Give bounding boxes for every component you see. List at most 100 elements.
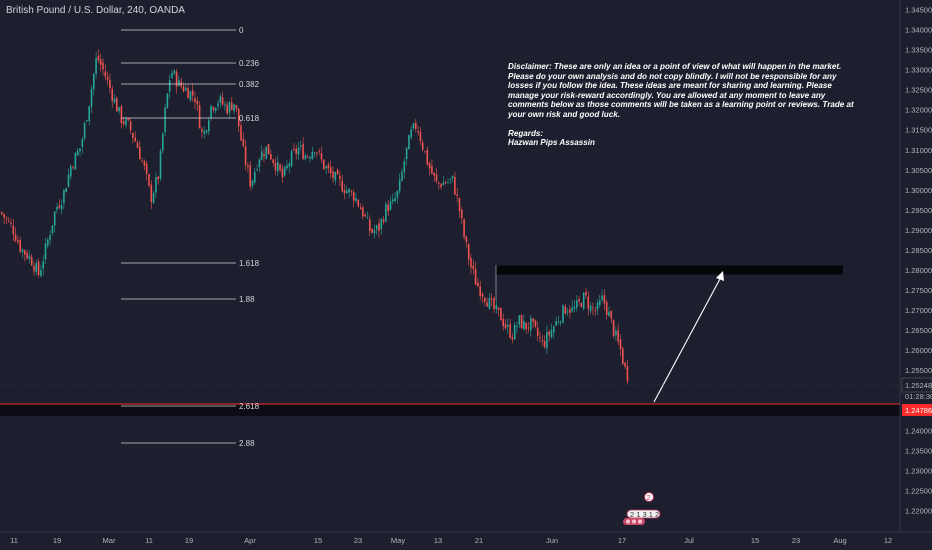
fib-label-188: 1.88 — [239, 295, 255, 304]
candle-body — [316, 152, 318, 154]
candle-body — [424, 151, 426, 153]
event-markers[interactable]: 2 2 1 3 1 2 — [623, 492, 661, 526]
candle-body — [244, 146, 247, 165]
candle-body — [63, 189, 65, 204]
earnings-badge-count: 2 — [647, 493, 651, 502]
fib-label-2618: 2.618 — [239, 402, 260, 411]
price-tick-label: 1.32500 — [905, 86, 932, 95]
candle-body — [566, 311, 569, 313]
candle-body — [187, 88, 189, 99]
candle-body — [380, 219, 383, 229]
candle-body — [166, 93, 169, 108]
candle-body — [421, 142, 424, 150]
price-axis[interactable]: 1.34500 1.34000 1.33500 1.33000 1.32500 1.320… — [899, 0, 932, 532]
price-tick-label: 1.34000 — [905, 26, 932, 35]
candle-body — [493, 298, 495, 310]
time-tick-label: Jun — [546, 536, 558, 545]
time-tick-label: 19 — [185, 536, 193, 545]
candle-body — [320, 153, 323, 160]
candle-body — [95, 58, 97, 74]
candle-body — [49, 235, 51, 241]
candle-body — [254, 172, 256, 183]
projection-arrow[interactable] — [653, 276, 722, 403]
fib-label-0236: 0.236 — [239, 59, 260, 68]
support-zone[interactable] — [0, 404, 900, 416]
candle-body — [168, 79, 171, 92]
candle-body — [619, 339, 622, 350]
author-name: Hazwan Pips Assassin — [508, 138, 595, 148]
candle-body — [67, 174, 70, 187]
candle-body — [242, 139, 245, 146]
event-tags-row[interactable] — [626, 509, 661, 519]
price-tick-label: 1.31500 — [905, 126, 932, 135]
candle-body — [599, 300, 601, 305]
candle-body — [150, 184, 153, 203]
time-tick-label: 19 — [53, 536, 61, 545]
candle-body — [373, 230, 376, 234]
support-price-label: 1.24786 — [905, 406, 932, 415]
candle-body — [304, 155, 307, 160]
candle-body — [237, 108, 240, 127]
candle-body — [148, 174, 150, 186]
candle-body — [435, 174, 438, 182]
candle-body — [58, 205, 61, 208]
idea-note[interactable]: Disclaimer: These are only an idea or a … — [508, 62, 858, 148]
candle-body — [366, 217, 369, 219]
candle-body — [74, 153, 77, 170]
candle-body — [143, 161, 146, 166]
candle-body — [387, 204, 389, 211]
candle-body — [19, 240, 21, 252]
time-tick-label: 13 — [434, 536, 442, 545]
candle-body — [14, 234, 17, 241]
candle-body — [194, 97, 196, 102]
candle-body — [470, 257, 472, 268]
time-axis[interactable]: 11 19 Mar 11 19 Apr 15 23 May 13 21 Jun 17 Jul 15 23 Aug… — [0, 531, 932, 545]
candle-body — [601, 295, 603, 301]
price-tick-label: 1.25500 — [905, 366, 932, 375]
candle-body — [256, 169, 258, 171]
resistance-zone[interactable] — [496, 265, 843, 275]
candle-body — [392, 199, 394, 202]
candle-body — [410, 129, 412, 138]
candle-body — [189, 91, 192, 101]
candle-body — [589, 305, 592, 312]
candle-body — [297, 147, 300, 155]
candle-body — [272, 159, 274, 163]
flag-dot-1 — [626, 519, 630, 524]
candle-body — [557, 321, 560, 323]
candle-body — [267, 144, 270, 155]
candle-body — [582, 292, 585, 309]
candle-body — [286, 165, 288, 168]
candle-body — [70, 166, 72, 177]
candle-body — [106, 76, 109, 80]
fibonacci-tool[interactable]: 0 0.236 0.382 0.618 1.618 1.88 2.618 2.8… — [121, 26, 260, 448]
candle-body — [309, 157, 311, 159]
candle-body — [293, 148, 295, 150]
candle-body — [415, 122, 417, 129]
candle-body — [125, 118, 127, 126]
candle-body — [332, 171, 334, 178]
candle-body — [334, 172, 337, 181]
candle-body — [33, 265, 35, 272]
candle-body — [497, 307, 500, 310]
price-tick-label: 1.26000 — [905, 346, 932, 355]
candle-body — [171, 72, 173, 79]
time-tick-label: 23 — [354, 536, 362, 545]
candle-body — [240, 125, 242, 141]
candle-body — [550, 330, 553, 338]
candle-body — [283, 167, 286, 176]
candle-body — [431, 166, 433, 174]
symbol-title[interactable]: British Pound / U.S. Dollar, 240, OANDA — [6, 5, 185, 16]
candle-body — [288, 163, 291, 167]
candle-body — [546, 332, 548, 349]
candle-body — [318, 151, 320, 153]
earnings-badge-icon[interactable] — [644, 492, 654, 502]
candle-body — [451, 175, 454, 179]
candle-body — [122, 121, 125, 124]
candle-body — [113, 98, 116, 103]
candle-body — [323, 159, 325, 170]
bar-countdown-label: 01:28:30 — [905, 392, 932, 401]
candle-body — [313, 152, 316, 154]
